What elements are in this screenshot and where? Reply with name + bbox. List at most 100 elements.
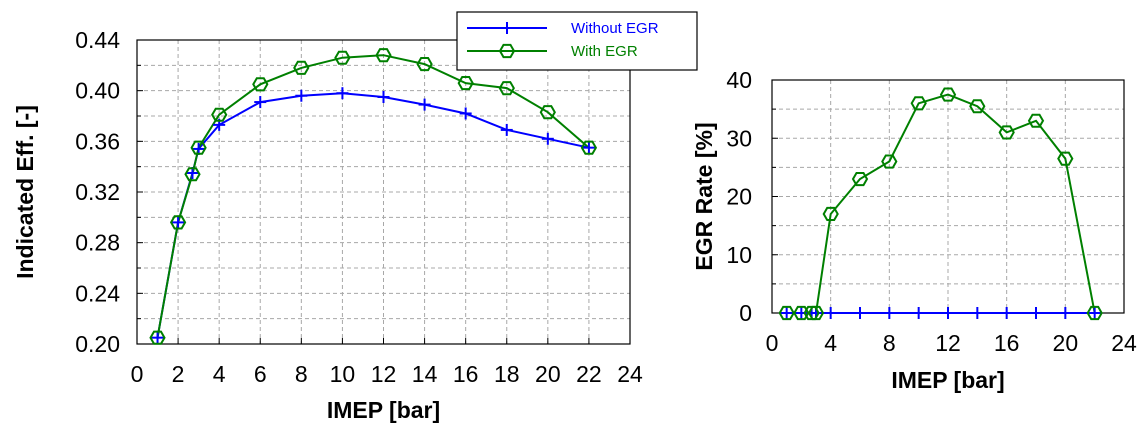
data-point-with-egr — [334, 50, 351, 65]
x-tick-label: 10 — [330, 361, 356, 387]
data-point-without-egr — [1000, 307, 1013, 319]
data-point-without-egr — [418, 98, 431, 111]
data-point-without-egr — [854, 307, 866, 319]
data-point-with-egr — [851, 172, 869, 187]
x-tick-label: 12 — [935, 330, 961, 356]
series — [149, 48, 598, 345]
y-tick-label: 0.36 — [75, 128, 120, 154]
x-tick-label: 24 — [1111, 330, 1137, 356]
legend-hexagon-marker — [498, 43, 516, 59]
data-point-without-egr — [780, 307, 793, 319]
y-tick-label: 0.40 — [75, 78, 120, 104]
data-point-without-egr — [254, 96, 267, 109]
x-tick-label: 24 — [617, 361, 643, 387]
data-point-with-egr — [778, 305, 795, 321]
y-tick-label: 0.20 — [75, 331, 120, 357]
indicated-efficiency-chart: 0 2 4 6 8 10 12 14 16 18 20 22 240.200.240.280.320.3… — [12, 27, 643, 423]
data-point-with-egr — [457, 76, 474, 91]
data-point-without-egr — [1059, 307, 1072, 319]
data-point-with-egr — [793, 305, 810, 321]
y-axis-label: Indicated Eff. [-] — [12, 105, 38, 279]
data-point-with-egr — [1027, 113, 1045, 128]
data-point-without-egr — [500, 123, 513, 136]
x-tick-label: 16 — [994, 330, 1020, 356]
x-tick-label: 0 — [131, 361, 144, 387]
x-tick-label: 18 — [494, 361, 520, 387]
data-point-without-egr — [1030, 307, 1042, 319]
data-point-with-egr — [190, 140, 207, 155]
legend-label-without-egr: Without EGR — [571, 20, 659, 37]
data-point-without-egr — [883, 307, 896, 319]
grid — [137, 40, 630, 344]
data-point-without-egr — [295, 89, 308, 102]
x-tick-label: 2 — [172, 361, 185, 387]
data-point-with-egr — [293, 60, 310, 75]
data-point-without-egr — [459, 107, 472, 120]
data-point-with-egr — [822, 206, 839, 221]
y-tick-label: 20 — [726, 184, 752, 210]
data-point-with-egr — [910, 96, 927, 111]
x-axis-label: IMEP [bar] — [327, 397, 440, 423]
y-tick-label: 0.24 — [75, 280, 120, 306]
data-point-with-egr — [939, 87, 957, 102]
x-tick-label: 14 — [412, 361, 438, 387]
legend-marker-hexagon — [498, 43, 516, 59]
y-tick-label: 0.44 — [75, 27, 120, 53]
x-tick-label: 4 — [824, 330, 837, 356]
x-tick-label: 0 — [766, 330, 779, 356]
data-point-with-egr — [580, 140, 598, 155]
data-point-without-egr — [971, 307, 984, 319]
x-tick-label: 20 — [535, 361, 561, 387]
grid — [772, 80, 1124, 313]
data-point-with-egr — [969, 99, 986, 114]
y-tick-label: 0.28 — [75, 230, 120, 256]
y-tick-label: 40 — [726, 67, 752, 93]
data-point-without-egr — [582, 141, 595, 154]
x-tick-label: 20 — [1053, 330, 1079, 356]
legend: Without EGR With EGR — [456, 11, 698, 71]
data-point-without-egr — [942, 307, 954, 319]
y-tick-label: 0 — [739, 300, 752, 326]
series — [778, 87, 1103, 321]
data-point-with-egr — [375, 48, 392, 63]
x-tick-label: 8 — [883, 330, 896, 356]
data-point-with-egr — [881, 154, 898, 169]
data-point-with-egr — [149, 330, 166, 345]
data-point-without-egr — [1088, 307, 1101, 319]
data-point-without-egr — [541, 132, 554, 145]
data-point-with-egr — [807, 305, 825, 321]
y-tick-label: 30 — [726, 125, 752, 151]
data-point-with-egr — [416, 57, 433, 72]
y-tick-label: 0.32 — [75, 179, 120, 205]
x-tick-label: 4 — [213, 361, 226, 387]
data-point-with-egr — [998, 125, 1015, 140]
data-point-with-egr — [539, 105, 556, 120]
data-point-with-egr — [211, 107, 228, 122]
egr-rate-chart: 0 4 8 12 16 20 24 0 10 20 30 40 IMEP [bar] EGR Rate… — [691, 67, 1137, 393]
x-tick-label: 12 — [371, 361, 397, 387]
legend-box — [456, 11, 698, 71]
legend-label-with-egr: With EGR — [571, 43, 638, 60]
series-line-with-egr — [156, 54, 590, 338]
data-point-without-egr — [172, 216, 185, 229]
series-line-with-egr — [786, 93, 1096, 314]
y-tick-label: 10 — [726, 242, 752, 268]
legend-plus-marker — [501, 22, 513, 34]
data-point-without-egr — [912, 307, 925, 319]
legend-marker-plus — [501, 22, 513, 34]
data-point-with-egr — [498, 81, 515, 96]
ticks: 0 2 4 6 8 10 12 14 16 18 20 22 240.200.240.280.320.3… — [75, 27, 643, 387]
data-point-with-egr — [184, 167, 201, 182]
x-tick-label: 6 — [254, 361, 267, 387]
data-point-with-egr — [169, 215, 187, 230]
series-line-without-egr — [156, 92, 590, 338]
data-point-without-egr — [336, 87, 349, 100]
data-point-without-egr — [151, 331, 164, 344]
data-point-with-egr — [252, 77, 269, 92]
data-point-with-egr — [1086, 305, 1103, 321]
ticks: 0 4 8 12 16 20 24 0 10 20 30 40 — [726, 67, 1137, 356]
x-tick-label: 22 — [576, 361, 602, 387]
x-tick-label: 8 — [295, 361, 308, 387]
data-point-without-egr — [377, 91, 390, 103]
